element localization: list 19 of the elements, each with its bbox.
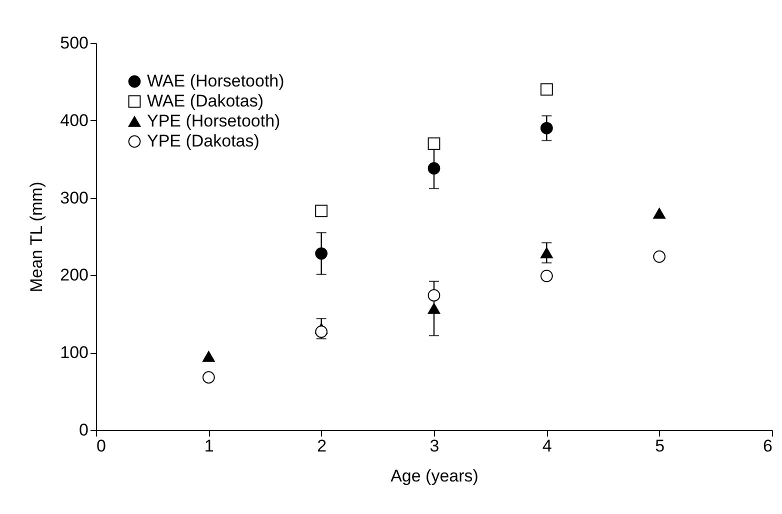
y-axis-title: Mean TL (mm) [27,182,46,292]
legend-label: YPE (Dakotas) [147,132,260,150]
y-tick-label: 100 [60,343,88,362]
y-tick-label: 0 [79,420,88,440]
x-tick-label: 2 [317,436,327,456]
x-axis-title: Age (years) [390,466,478,486]
y-tick-label: 300 [60,188,88,208]
legend-label: WAE (Dakotas) [147,92,264,110]
y-tick-label: 500 [60,34,88,52]
y-tick-label: 200 [60,266,88,285]
x-tick-label: 3 [430,436,440,456]
x-tick-label: 0 [96,436,106,456]
legend-label: WAE (Horsetooth) [147,72,284,90]
legend-label: YPE (Horsetooth) [147,112,280,130]
x-tick-label: 6 [763,436,772,456]
x-tick-label: 5 [655,436,665,456]
x-tick-label: 1 [204,436,214,456]
x-tick-label: 4 [542,436,552,456]
y-tick-label: 400 [60,110,88,130]
